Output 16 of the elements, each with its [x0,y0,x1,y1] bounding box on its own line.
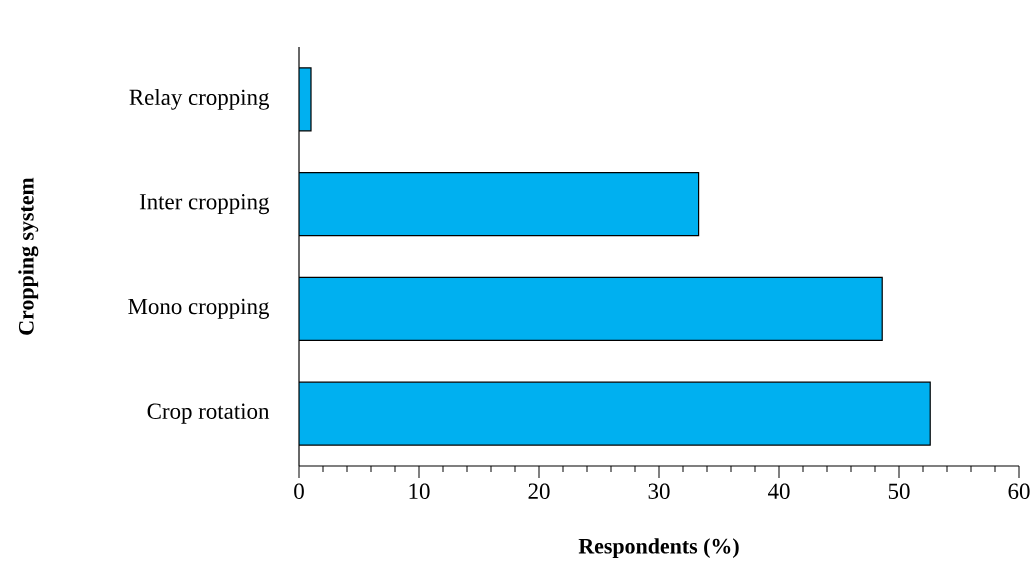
y-axis-title: Cropping system [18,177,39,335]
x-tick-label: 20 [528,483,550,499]
y-tick-label: Mono cropping [128,298,270,319]
x-tick-label: 50 [888,483,910,499]
x-axis-title: Respondents (%) [578,538,739,559]
x-tick-label: 60 [1008,483,1030,499]
bar [299,381,931,446]
y-tick-label: Inter cropping [139,194,270,215]
x-tick-label: 10 [409,483,430,499]
x-tick-label: 0 [294,483,304,499]
bar [299,172,700,237]
x-tick-label: 40 [768,483,790,499]
x-tick-label: 30 [648,483,670,499]
y-tick-label: Relay cropping [129,88,270,110]
bar [299,276,883,341]
y-tick-label: Crop rotation [147,403,270,424]
